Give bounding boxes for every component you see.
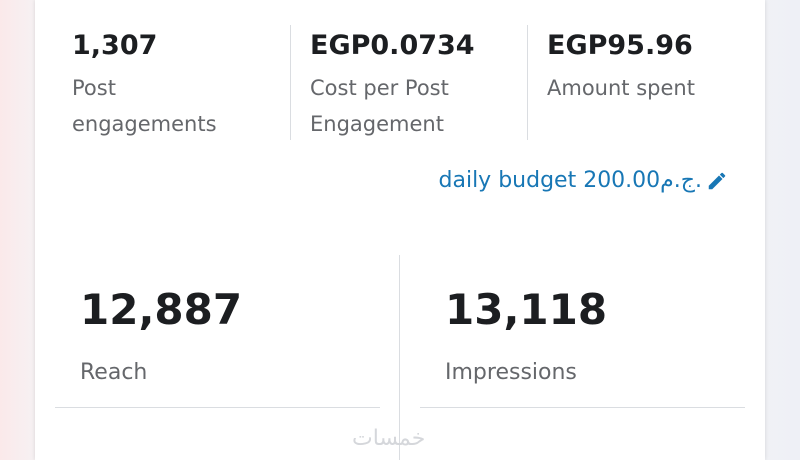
divider [399,255,400,460]
stat-value: 13,118 [445,285,608,334]
metric-label: Cost per Post Engagement [310,76,449,136]
divider [420,407,745,408]
edit-icon[interactable] [706,170,728,192]
metric-label: Post engagements [72,76,217,136]
stat-value: 12,887 [80,285,243,334]
budget-link[interactable]: daily budget 200.00ج.م. [438,168,702,193]
metric-label: Amount spent [547,76,695,100]
budget-row[interactable]: daily budget 200.00ج.م. [439,168,728,193]
insights-card [35,0,765,460]
metric-value: EGP95.96 [547,30,693,61]
metric-value: 1,307 [72,30,158,61]
divider [55,407,380,408]
divider [527,25,528,140]
metric-value: EGP0.0734 [310,30,475,61]
watermark: خمسات [352,426,426,451]
stat-label: Impressions [445,360,577,385]
divider [290,25,291,140]
stat-label: Reach [80,360,148,385]
